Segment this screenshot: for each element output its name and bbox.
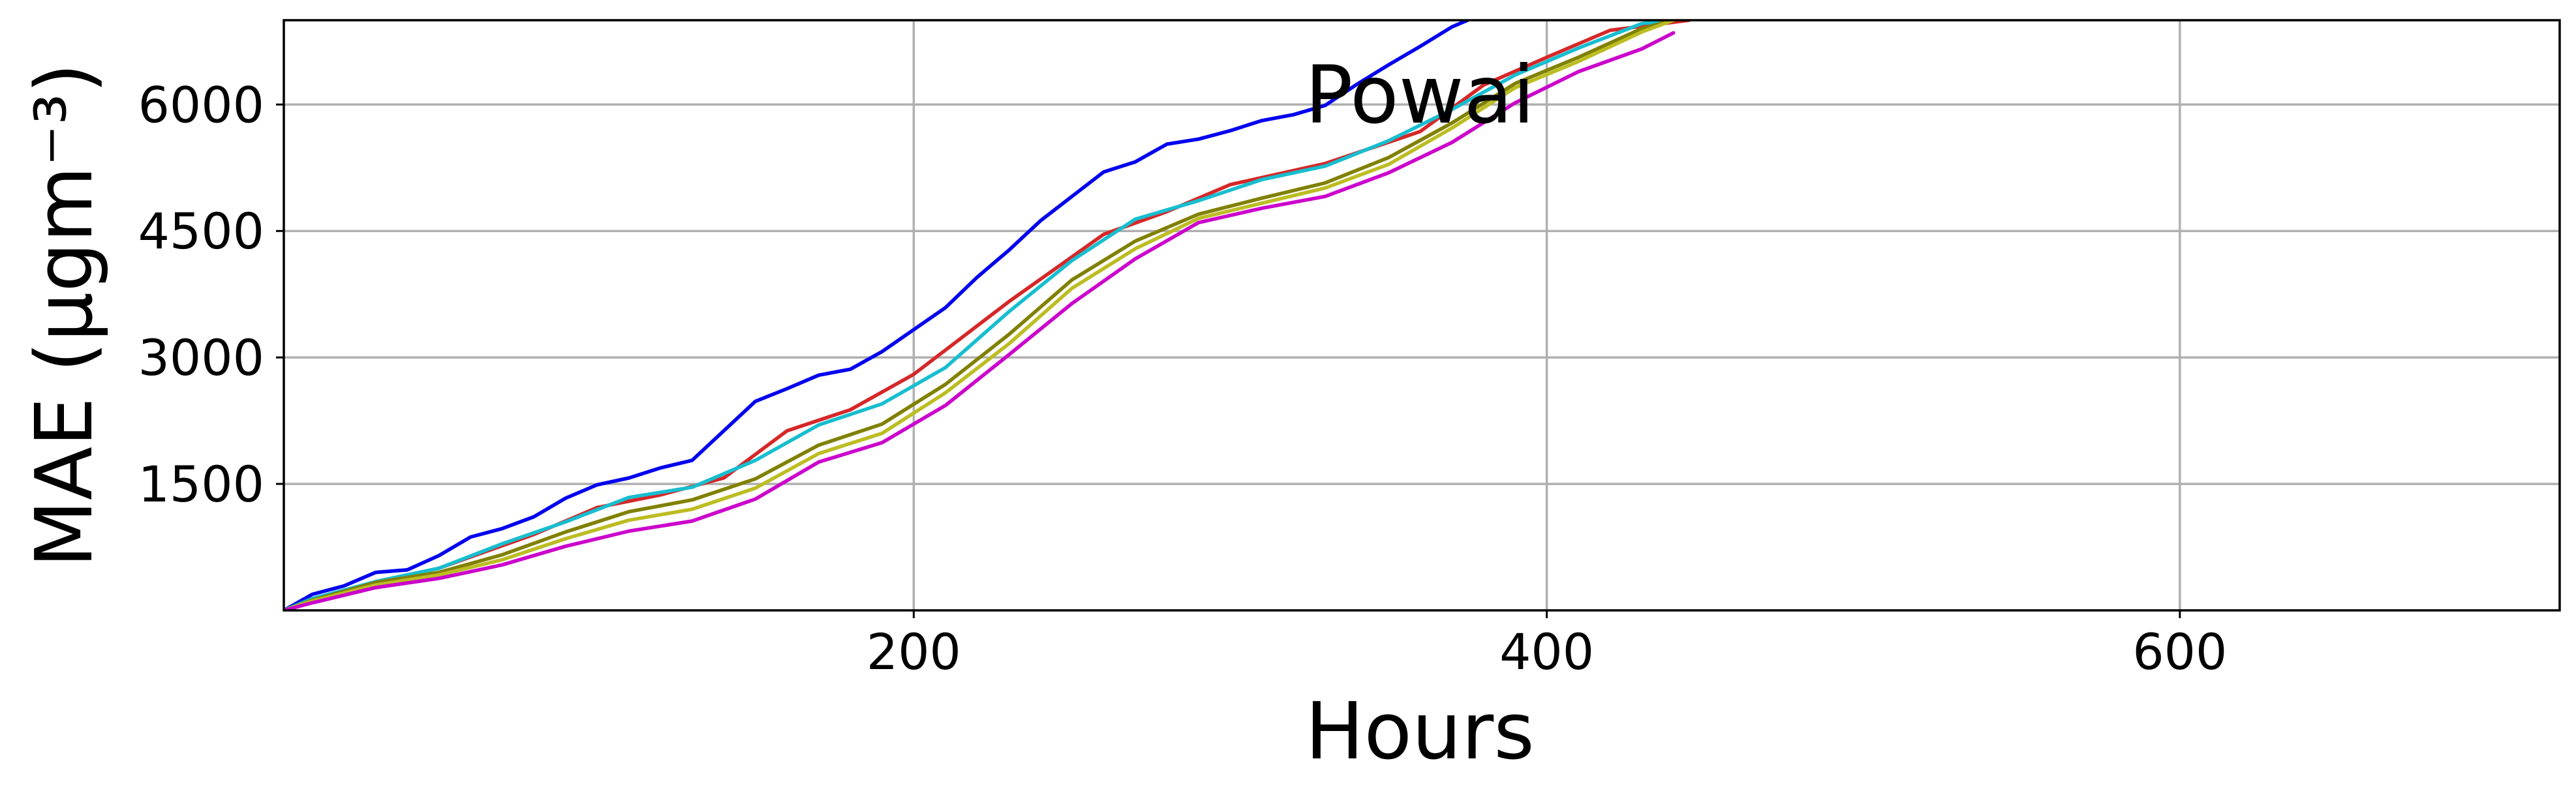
series-layer: [284, 20, 1691, 610]
series-line-6: [284, 31, 1676, 610]
y-tick-label: 3000: [138, 329, 264, 387]
y-axis-label: MAE (μgm⁻³): [20, 63, 110, 567]
tick-layer: 200 400 600 1500 3000 4500 6000: [138, 76, 2228, 681]
x-tick-label: 600: [2132, 623, 2227, 681]
plot-frame: [283, 19, 2561, 612]
series-line-2: [284, 20, 1470, 610]
chart-title: Powai: [1305, 49, 1535, 142]
x-tick-label: 400: [1499, 623, 1594, 681]
series-line-3: [284, 20, 1676, 610]
x-tick-label: 200: [866, 623, 961, 681]
y-tick-label: 1500: [138, 455, 264, 513]
series-line-5: [284, 20, 1676, 610]
y-tick-label: 4500: [138, 202, 264, 260]
x-axis-label: Hours: [1305, 687, 1535, 777]
series-line-4: [284, 20, 1676, 610]
y-tick-label: 6000: [138, 76, 264, 134]
grid-layer: [284, 20, 2560, 610]
